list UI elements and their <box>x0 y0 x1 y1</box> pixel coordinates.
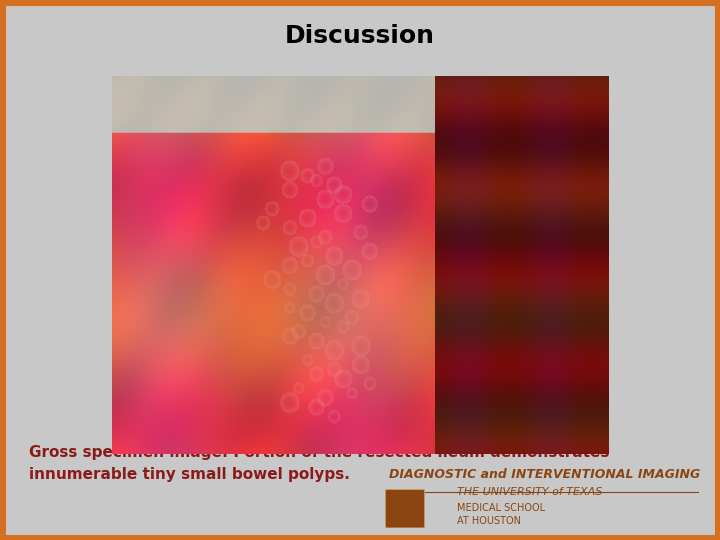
Text: THE DEPARTMENT of: THE DEPARTMENT of <box>425 446 526 456</box>
Text: Discussion: Discussion <box>285 24 435 48</box>
Text: MEDICAL SCHOOL: MEDICAL SCHOOL <box>457 503 545 514</box>
FancyBboxPatch shape <box>385 489 425 528</box>
Text: AT HOUSTON: AT HOUSTON <box>457 516 521 526</box>
Text: THE UNIVERSITY of TEXAS: THE UNIVERSITY of TEXAS <box>457 487 603 497</box>
Text: innumerable tiny small bowel polyps.: innumerable tiny small bowel polyps. <box>29 467 350 482</box>
Text: DIAGNOSTIC and INTERVENTIONAL IMAGING: DIAGNOSTIC and INTERVENTIONAL IMAGING <box>389 468 700 481</box>
Text: Gross specimen image: Portion of the resected ileum demonstrates: Gross specimen image: Portion of the res… <box>29 446 609 461</box>
